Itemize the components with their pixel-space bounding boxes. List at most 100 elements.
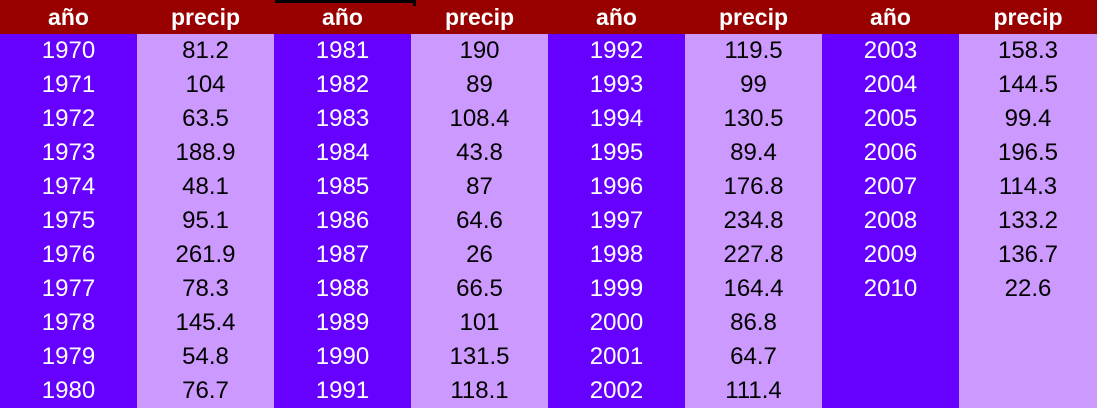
precip-cell[interactable]: 78.3 xyxy=(137,272,274,306)
year-cell[interactable]: 1990 xyxy=(274,340,411,374)
year-cell[interactable]: 1995 xyxy=(548,136,685,170)
year-cell[interactable]: 1977 xyxy=(0,272,137,306)
year-cell[interactable]: 1978 xyxy=(0,306,137,340)
table-row: 1976 261.9 1987 26 1998 227.8 2009 136.7 xyxy=(0,238,1097,272)
year-cell[interactable] xyxy=(822,340,959,374)
precip-cell[interactable]: 66.5 xyxy=(411,272,548,306)
precip-cell[interactable] xyxy=(959,306,1097,340)
header-cell-year[interactable]: año xyxy=(0,0,137,34)
table-row: 1973 188.9 1984 43.8 1995 89.4 2006 196.5 xyxy=(0,136,1097,170)
year-cell[interactable]: 2001 xyxy=(548,340,685,374)
precip-cell[interactable]: 64.7 xyxy=(685,340,822,374)
precip-cell[interactable]: 104 xyxy=(137,68,274,102)
year-cell[interactable]: 1974 xyxy=(0,170,137,204)
table-row: 1980 76.7 1991 118.1 2002 111.4 xyxy=(0,374,1097,408)
precip-cell[interactable]: 190 xyxy=(411,34,548,68)
precip-cell[interactable]: 261.9 xyxy=(137,238,274,272)
year-cell[interactable]: 2005 xyxy=(822,102,959,136)
year-cell[interactable]: 1981 xyxy=(274,34,411,68)
precip-cell[interactable]: 176.8 xyxy=(685,170,822,204)
header-cell-year[interactable]: año xyxy=(548,0,685,34)
year-cell[interactable]: 1999 xyxy=(548,272,685,306)
precip-cell[interactable]: 48.1 xyxy=(137,170,274,204)
precip-cell[interactable]: 227.8 xyxy=(685,238,822,272)
year-cell[interactable]: 1994 xyxy=(548,102,685,136)
precip-cell[interactable]: 43.8 xyxy=(411,136,548,170)
header-cell-precip[interactable]: precip xyxy=(685,0,822,34)
year-cell[interactable]: 1989 xyxy=(274,306,411,340)
year-cell[interactable]: 2004 xyxy=(822,68,959,102)
precip-cell[interactable]: 136.7 xyxy=(959,238,1097,272)
year-cell[interactable]: 1985 xyxy=(274,170,411,204)
year-cell[interactable]: 1993 xyxy=(548,68,685,102)
header-cell-year[interactable]: año xyxy=(822,0,959,34)
year-cell[interactable]: 1975 xyxy=(0,204,137,238)
year-cell[interactable]: 1979 xyxy=(0,340,137,374)
year-cell[interactable]: 1984 xyxy=(274,136,411,170)
year-cell[interactable] xyxy=(822,306,959,340)
year-cell[interactable]: 1997 xyxy=(548,204,685,238)
precip-cell[interactable]: 188.9 xyxy=(137,136,274,170)
year-cell[interactable]: 2008 xyxy=(822,204,959,238)
precip-cell[interactable]: 101 xyxy=(411,306,548,340)
year-cell[interactable]: 1976 xyxy=(0,238,137,272)
year-cell[interactable]: 1996 xyxy=(548,170,685,204)
year-cell[interactable]: 2003 xyxy=(822,34,959,68)
year-cell[interactable]: 2000 xyxy=(548,306,685,340)
year-cell[interactable]: 1998 xyxy=(548,238,685,272)
precip-cell[interactable]: 164.4 xyxy=(685,272,822,306)
header-cell-precip[interactable]: precip xyxy=(959,0,1097,34)
precip-cell[interactable]: 95.1 xyxy=(137,204,274,238)
precip-cell[interactable]: 99.4 xyxy=(959,102,1097,136)
precip-cell[interactable]: 81.2 xyxy=(137,34,274,68)
precip-cell[interactable]: 76.7 xyxy=(137,374,274,408)
year-cell[interactable]: 1992 xyxy=(548,34,685,68)
precip-cell[interactable]: 131.5 xyxy=(411,340,548,374)
year-cell[interactable]: 1988 xyxy=(274,272,411,306)
year-cell[interactable]: 1970 xyxy=(0,34,137,68)
year-cell[interactable]: 2010 xyxy=(822,272,959,306)
year-cell[interactable]: 2009 xyxy=(822,238,959,272)
precip-cell[interactable]: 86.8 xyxy=(685,306,822,340)
precip-cell[interactable]: 54.8 xyxy=(137,340,274,374)
year-cell[interactable]: 1983 xyxy=(274,102,411,136)
precip-cell[interactable]: 108.4 xyxy=(411,102,548,136)
precip-cell[interactable]: 63.5 xyxy=(137,102,274,136)
precip-cell[interactable]: 22.6 xyxy=(959,272,1097,306)
precip-cell[interactable]: 158.3 xyxy=(959,34,1097,68)
precip-cell[interactable]: 145.4 xyxy=(137,306,274,340)
year-cell[interactable]: 1971 xyxy=(0,68,137,102)
precip-cell[interactable]: 114.3 xyxy=(959,170,1097,204)
year-cell[interactable]: 1986 xyxy=(274,204,411,238)
precip-cell[interactable]: 118.1 xyxy=(411,374,548,408)
precip-cell[interactable]: 130.5 xyxy=(685,102,822,136)
year-cell[interactable]: 1973 xyxy=(0,136,137,170)
year-cell[interactable] xyxy=(822,374,959,408)
year-cell[interactable]: 2002 xyxy=(548,374,685,408)
precip-cell[interactable]: 144.5 xyxy=(959,68,1097,102)
year-cell[interactable]: 2007 xyxy=(822,170,959,204)
precip-cell[interactable] xyxy=(959,374,1097,408)
year-cell[interactable]: 1987 xyxy=(274,238,411,272)
table-row: 1974 48.1 1985 87 1996 176.8 2007 114.3 xyxy=(0,170,1097,204)
precip-cell[interactable]: 111.4 xyxy=(685,374,822,408)
precip-cell[interactable]: 89.4 xyxy=(685,136,822,170)
year-cell[interactable]: 1982 xyxy=(274,68,411,102)
precip-cell[interactable]: 196.5 xyxy=(959,136,1097,170)
header-cell-precip[interactable]: precip xyxy=(137,0,274,34)
year-cell[interactable]: 1972 xyxy=(0,102,137,136)
precip-cell[interactable]: 26 xyxy=(411,238,548,272)
header-cell-precip[interactable]: precip xyxy=(411,0,548,34)
year-cell[interactable]: 1980 xyxy=(0,374,137,408)
precip-cell[interactable]: 87 xyxy=(411,170,548,204)
year-cell[interactable]: 1991 xyxy=(274,374,411,408)
precip-cell[interactable]: 234.8 xyxy=(685,204,822,238)
precip-cell[interactable]: 89 xyxy=(411,68,548,102)
precip-cell[interactable]: 99 xyxy=(685,68,822,102)
year-cell[interactable]: 2006 xyxy=(822,136,959,170)
header-cell-year[interactable]: año xyxy=(274,0,411,34)
precip-cell[interactable]: 64.6 xyxy=(411,204,548,238)
precip-cell[interactable]: 133.2 xyxy=(959,204,1097,238)
precip-cell[interactable] xyxy=(959,340,1097,374)
precip-cell[interactable]: 119.5 xyxy=(685,34,822,68)
